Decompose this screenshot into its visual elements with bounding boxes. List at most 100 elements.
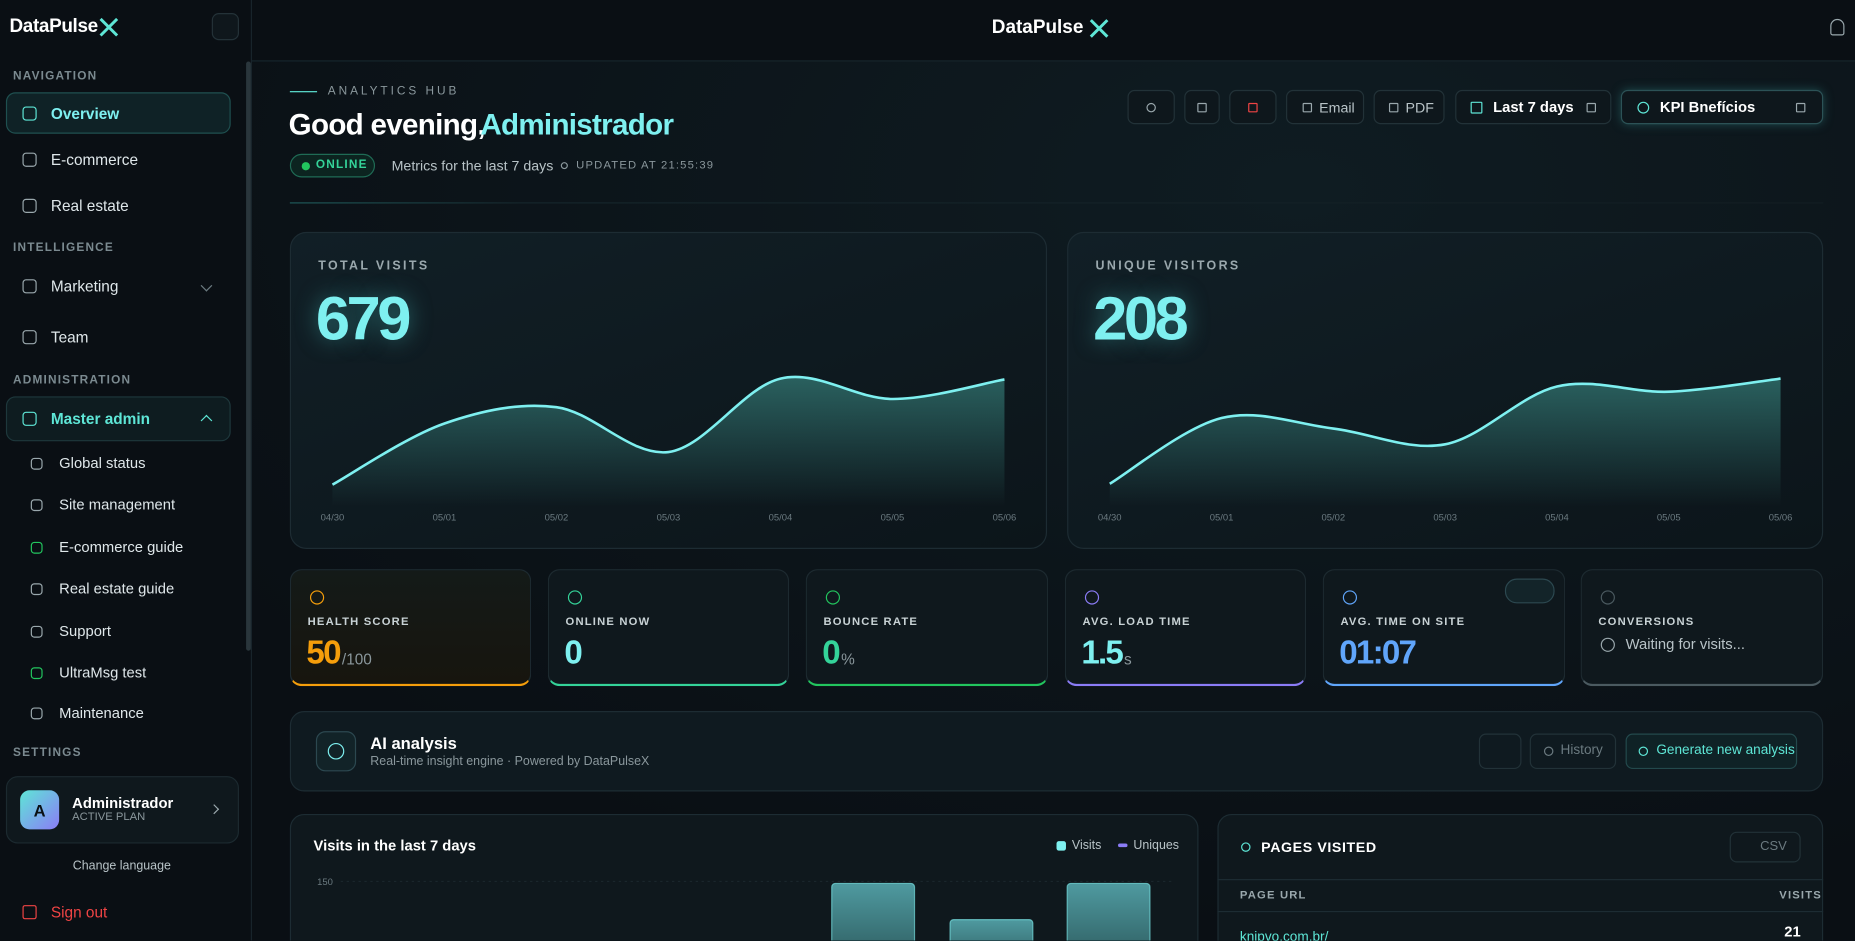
pdf-button[interactable] — [1373, 89, 1445, 125]
nav-subitem[interactable]: Support — [59, 623, 111, 640]
icon — [30, 667, 43, 680]
column-header: PAGE URL — [1239, 888, 1307, 902]
visits-chart-card — [289, 813, 1199, 941]
kpi-label: ONLINE NOW — [565, 615, 651, 629]
icon — [1600, 590, 1615, 605]
nav-item[interactable]: Overview — [50, 104, 120, 123]
kpi-value: 0 — [822, 634, 840, 671]
section-title: NAVIGATION — [13, 69, 98, 83]
greeting-name: Administrador — [480, 108, 674, 142]
metric-value: 208 — [1093, 285, 1189, 354]
icon — [1600, 637, 1615, 652]
kpi-label: BOUNCE RATE — [823, 615, 919, 629]
kpi-value: 50 — [306, 634, 341, 671]
icon — [22, 279, 37, 294]
pages-card — [1217, 813, 1824, 941]
legend-label: Uniques — [1133, 838, 1179, 853]
email-button[interactable] — [1286, 89, 1365, 125]
metric-card — [289, 231, 1048, 549]
email-label[interactable]: Email — [1319, 98, 1355, 116]
range-label[interactable]: Last 7 days — [1493, 98, 1574, 116]
theme-toggle[interactable] — [211, 13, 239, 41]
page-visits: 21 — [1784, 923, 1801, 941]
icon — [1146, 102, 1156, 112]
icon — [309, 590, 325, 605]
icon — [22, 905, 37, 920]
avatar-initial: A — [33, 800, 46, 820]
nav-item[interactable]: Team — [50, 328, 89, 347]
csv-button[interactable] — [1729, 831, 1801, 863]
kpi-label: AVG. TIME ON SITE — [1340, 615, 1466, 629]
page-url[interactable]: knipvo.com.br/ — [1239, 930, 1329, 941]
metric-value: 679 — [315, 285, 412, 354]
table-line — [1217, 910, 1824, 913]
generate-label[interactable]: Generate new analysis — [1656, 743, 1795, 758]
icon — [1637, 101, 1650, 113]
kpi-value: 0 — [564, 634, 582, 671]
change-language[interactable]: Change language — [72, 858, 171, 873]
icon — [30, 707, 43, 720]
icon — [30, 457, 43, 470]
generate-button[interactable] — [1625, 733, 1798, 770]
nav-subitem[interactable]: Global status — [59, 455, 146, 472]
status-pill — [289, 153, 376, 178]
csv-label[interactable]: CSV — [1760, 839, 1787, 854]
avatar — [20, 790, 60, 830]
eyebrow-line — [289, 91, 318, 93]
history-label[interactable]: History — [1560, 743, 1603, 758]
kpi-next-button[interactable] — [1504, 578, 1555, 604]
nav-item[interactable]: Marketing — [50, 277, 119, 296]
icon — [1586, 102, 1597, 112]
divider — [289, 202, 1824, 204]
bell-icon[interactable] — [1830, 18, 1845, 36]
icon — [1302, 102, 1313, 112]
legend-label: Visits — [1071, 838, 1102, 853]
kpi-card — [805, 569, 1049, 687]
nav-item[interactable]: Master admin — [50, 409, 151, 428]
nav-active-bg — [5, 92, 231, 134]
share-button[interactable] — [1184, 89, 1220, 125]
sign-out[interactable]: Sign out — [50, 903, 108, 922]
icon — [1543, 746, 1554, 757]
column-header: VISITS — [1779, 888, 1822, 902]
ai-collapse-button[interactable] — [1478, 733, 1522, 770]
nav-subitem[interactable]: E-commerce guide — [59, 539, 184, 556]
nav-subitem[interactable]: Maintenance — [59, 704, 144, 722]
metric-label: UNIQUE VISITORS — [1095, 258, 1241, 274]
icon — [1388, 102, 1399, 112]
metric-card — [1067, 231, 1824, 549]
icon — [22, 198, 37, 213]
chart-title: Visits in the last 7 days — [313, 837, 477, 854]
kpi-label[interactable]: KPI Bnefícios — [1659, 98, 1756, 116]
status: ONLINE — [315, 158, 368, 172]
icon — [1248, 102, 1258, 112]
history-button[interactable] — [1529, 733, 1617, 770]
icon — [22, 330, 37, 345]
icon — [1197, 102, 1207, 112]
icon — [327, 742, 345, 760]
user-name: Administrador — [72, 794, 174, 812]
pdf-label[interactable]: PDF — [1405, 98, 1434, 116]
icon — [560, 162, 568, 170]
icon — [1470, 101, 1483, 113]
kpi-status: Waiting for visits... — [1625, 636, 1746, 653]
icon — [1342, 590, 1358, 605]
eyebrow: ANALYTICS HUB — [327, 85, 460, 99]
legend-swatch — [1118, 843, 1128, 848]
kpi-label: CONVERSIONS — [1598, 615, 1695, 629]
icon — [22, 152, 37, 167]
kpi-card — [1064, 569, 1307, 687]
nav-item[interactable]: Real estate — [50, 196, 129, 215]
nav-subitem[interactable]: Real estate guide — [59, 580, 175, 598]
kpi-card — [547, 569, 790, 687]
nav-subitem[interactable]: Site management — [59, 496, 176, 514]
section-title: SETTINGS — [13, 746, 82, 760]
status-dot — [301, 162, 310, 171]
nav-item[interactable]: E-commerce — [50, 150, 139, 169]
delete-button[interactable] — [1229, 89, 1277, 125]
kpi-button[interactable] — [1620, 89, 1824, 125]
icon — [567, 590, 583, 605]
nav-subitem[interactable]: UltraMsg test — [59, 664, 147, 682]
kpi-unit: s — [1123, 650, 1132, 668]
